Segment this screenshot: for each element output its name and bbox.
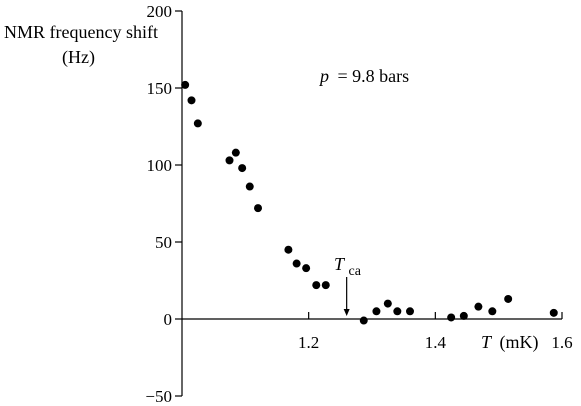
y-tick-label: 100 xyxy=(147,156,173,175)
data-point xyxy=(292,259,301,268)
axes xyxy=(181,11,562,396)
pressure-value: = 9.8 bars xyxy=(338,66,410,86)
y-tick-label: 50 xyxy=(155,233,172,252)
data-point xyxy=(459,311,468,320)
data-point xyxy=(238,164,247,173)
x-tick-label: 1.2 xyxy=(298,333,319,352)
data-point xyxy=(312,281,321,290)
data-point xyxy=(372,307,381,316)
pressure-annotation: p = 9.8 bars xyxy=(318,66,409,86)
x-tick-label: 1.4 xyxy=(425,333,447,352)
data-point xyxy=(488,307,497,316)
data-point xyxy=(254,204,262,213)
data-point xyxy=(504,294,513,303)
tca-arrow xyxy=(343,277,350,316)
y-tick-label: 0 xyxy=(164,310,173,329)
y-tick-label: 200 xyxy=(147,2,173,21)
data-point xyxy=(549,308,558,317)
data-point xyxy=(231,148,240,157)
data-point xyxy=(474,302,483,311)
pressure-symbol: p xyxy=(318,66,329,86)
x-axis-symbol: T xyxy=(481,332,493,352)
data-point xyxy=(447,313,456,322)
tca-symbol: T xyxy=(334,254,346,274)
x-axis-label: T (mK) xyxy=(481,332,539,353)
data-point xyxy=(321,281,330,290)
data-point xyxy=(383,299,392,308)
y-axis-label-line2: (Hz) xyxy=(62,47,95,68)
x-axis-unit: (mK) xyxy=(500,332,539,353)
tca-label: T ca xyxy=(334,254,362,279)
y-tick-label: 150 xyxy=(147,79,173,98)
data-point xyxy=(393,307,402,316)
ticks: −50 0 50 100 150 200 1.2 1.4 1.6 xyxy=(145,2,572,406)
data-point xyxy=(225,156,234,165)
data-point xyxy=(302,264,311,273)
data-point xyxy=(406,307,414,316)
tca-arrow-head xyxy=(343,309,350,316)
tca-subscript: ca xyxy=(349,264,362,279)
data-point xyxy=(187,96,196,105)
data-point xyxy=(245,182,254,191)
x-tick-label: 1.6 xyxy=(551,333,572,352)
data-point xyxy=(284,245,293,254)
data-point xyxy=(193,119,202,128)
data-point xyxy=(181,80,190,89)
data-point xyxy=(359,316,368,325)
y-axis-label-line1: NMR frequency shift xyxy=(4,22,158,42)
data-points xyxy=(181,80,558,325)
y-tick-label: −50 xyxy=(145,387,172,406)
